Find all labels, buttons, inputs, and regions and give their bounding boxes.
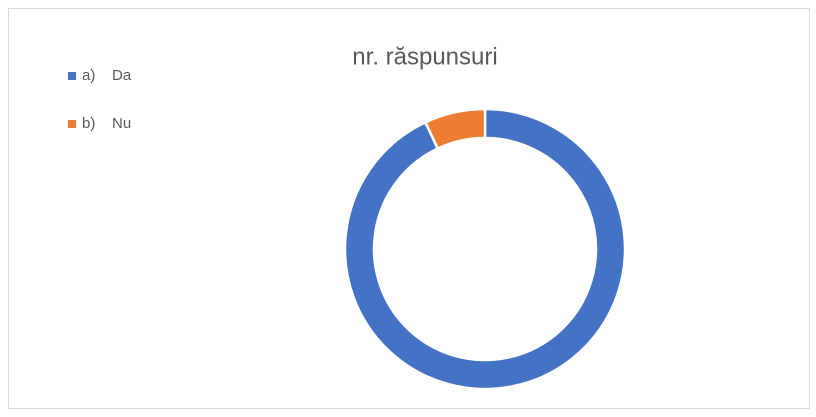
donut-slice <box>343 107 627 391</box>
chart-title: nr. răspunsuri <box>352 43 497 70</box>
legend-label: a) Da <box>82 67 132 84</box>
legend-swatch <box>68 72 76 80</box>
legend-swatch <box>68 120 76 128</box>
legend-label: b) Nu <box>82 115 131 132</box>
donut-slice <box>423 107 487 151</box>
